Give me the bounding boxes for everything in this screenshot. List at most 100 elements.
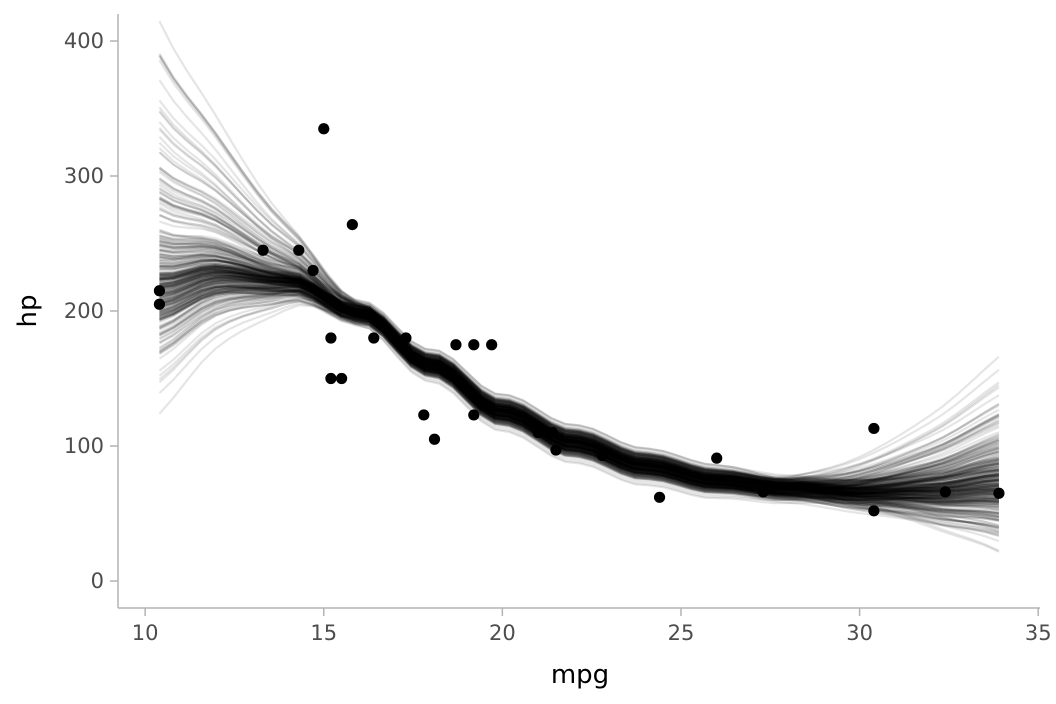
fitted-curve [159,273,999,504]
fitted-curve [159,254,1000,494]
fitted-curve [158,196,999,496]
fitted-curve [158,300,1000,514]
fitted-curve [159,284,1000,484]
fitted-curve [159,251,1000,491]
fitted-curve [159,279,1000,482]
fitted-curve [158,183,1000,493]
fitted-curve [159,276,1000,518]
fitted-curve [159,283,999,495]
fitted-curve [159,266,1000,482]
fitted-curve [159,269,1000,490]
fitted-curve [159,257,999,504]
fitted-curve [159,230,1000,494]
fitted-curve [159,271,999,490]
fitted-curve [159,273,1000,491]
fitted-curve [159,266,1000,487]
fitted-curve [159,265,1000,506]
fitted-curve [159,270,999,487]
data-point [293,244,305,256]
fitted-curve [159,265,999,494]
fitted-curve [159,290,1000,500]
fitted-curve [158,136,1000,496]
fitted-curve [159,266,1000,552]
fitted-curve [158,291,1000,490]
fitted-curve [158,291,999,495]
x-tick-label: 20 [489,621,516,645]
fitted-curve [158,207,999,506]
fitted-curve [159,253,1000,490]
fitted-curve [158,197,1000,518]
fitted-curve [159,275,1000,492]
data-point [336,372,348,385]
fitted-curve [159,237,999,496]
y-axis-title: hp [13,295,43,328]
fitted-curve [159,276,999,500]
data-point [868,505,880,517]
fitted-curve [159,243,1000,491]
fitted-curve [159,259,999,497]
fitted-curve [158,294,1000,510]
fitted-curve [159,284,1000,515]
fitted-curve [159,213,1000,486]
fitted-curve [159,275,999,493]
x-tick-label: 30 [846,621,873,645]
fitted-curve [159,277,999,498]
data-point [257,244,269,256]
fitted-curve [158,180,1000,522]
fitted-curve [159,259,999,493]
fitted-curve [159,286,1000,515]
fitted-curve [159,265,1000,515]
fitted-curve [159,272,1000,504]
fitted-curve [159,268,999,498]
x-tick-label: 25 [668,621,695,645]
y-tick-label: 0 [91,569,104,593]
fitted-curve [159,267,1000,487]
fitted-curve [159,264,1000,491]
fitted-curve [159,274,1000,495]
data-point [468,339,480,351]
fitted-curve [159,286,1000,490]
fitted-curve [159,269,1000,486]
fitted-curve [159,243,999,495]
fitted-curve [159,285,1000,497]
fitted-curve [159,256,1000,502]
fitted-curve [158,293,1000,515]
fitted-curve [159,289,1000,496]
fitted-curve [158,20,1000,495]
fitted-curve [159,280,1000,511]
fitted-curve [159,253,999,503]
fitted-curve [159,267,1000,495]
fitted-curve [159,289,1000,486]
fitted-curve [159,266,1000,492]
fitted-curve [158,187,1000,528]
fitted-curve [159,265,999,495]
fitted-curve [159,259,1000,484]
fitted-curve [159,247,1000,488]
fitted-curve [158,288,1000,480]
fitted-curve [159,271,999,502]
data-point [653,491,666,503]
fitted-curve [159,287,1000,495]
data-point [468,409,480,421]
fitted-curve [158,54,1000,487]
fitted-curve [159,282,999,501]
fitted-curve [159,275,1000,508]
fitted-curve [158,54,1000,484]
x-tick-label: 15 [310,621,337,645]
fitted-curve [159,241,1000,492]
fitted-curve [159,287,999,492]
fitted-curve [159,271,999,504]
fitted-curve [159,278,999,489]
fitted-curve [158,198,1000,537]
fitted-curve [158,292,999,497]
fitted-curve [159,276,999,498]
x-ticks: 10 15 20 25 30 35 [132,608,1052,645]
fitted-curve [159,262,999,499]
data-point [532,426,544,439]
fitted-curve [159,270,999,493]
data-point [318,123,330,135]
x-axis-title: mpg [551,660,609,690]
fitted-curve [159,270,1000,484]
fitted-curve [159,288,1000,529]
y-tick-label: 300 [64,164,104,188]
